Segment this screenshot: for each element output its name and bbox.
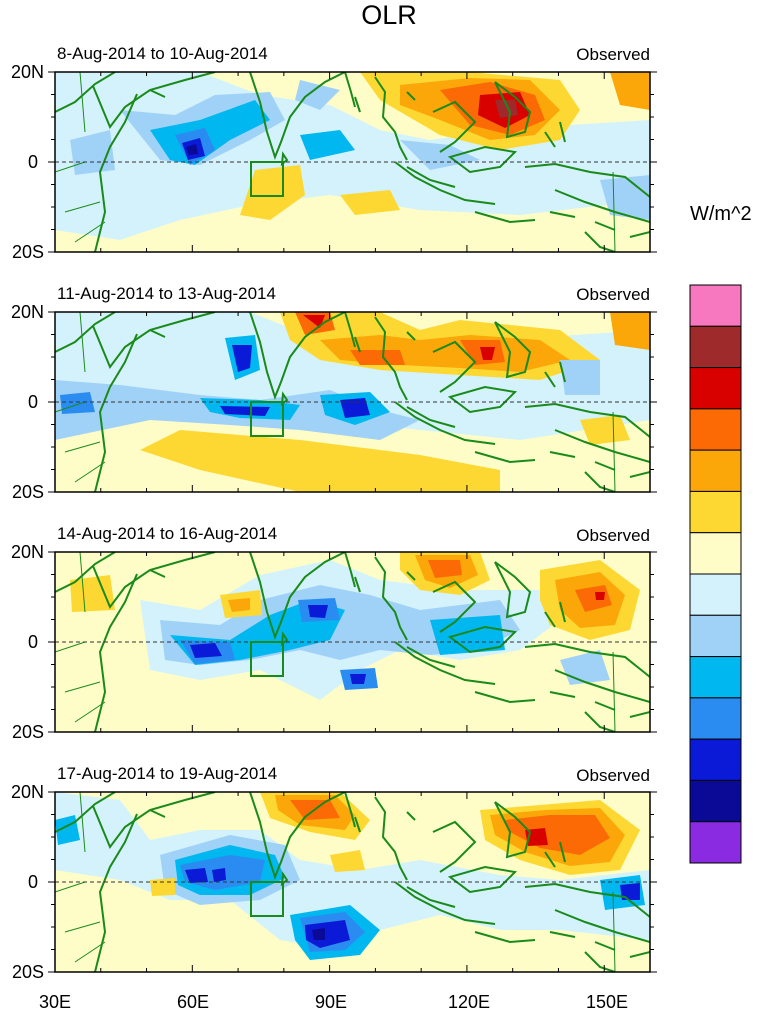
colorbar-swatch xyxy=(689,697,742,740)
colorbar-swatch xyxy=(689,779,742,823)
colorbar-swatch xyxy=(689,408,742,451)
panel-3-lat-20s: 20S xyxy=(11,722,44,742)
colorbar-swatch xyxy=(689,738,742,781)
lon-label-90e: 90E xyxy=(314,992,348,1012)
colorbar-swatch xyxy=(689,284,742,327)
panel-3-lat-20n: 20N xyxy=(10,542,44,562)
panel-1-lat-20s: 20S xyxy=(11,242,44,262)
panel-3-period: 14-Aug-2014 to 16-Aug-2014 xyxy=(57,524,278,543)
colorbar xyxy=(689,284,742,864)
panel-4-map xyxy=(54,791,651,973)
lon-label-30e: 30E xyxy=(38,992,72,1012)
panel-1-lat-20n: 20N xyxy=(10,62,44,82)
panel-1-lat-0: 0 xyxy=(27,152,38,172)
panel-4-lat-20s: 20S xyxy=(11,962,44,982)
panel-1-map xyxy=(54,71,651,253)
colorbar-swatch xyxy=(689,449,742,492)
colorbar-swatch xyxy=(689,490,742,534)
colorbar-swatch xyxy=(689,656,742,699)
lon-label-60e: 60E xyxy=(176,992,210,1012)
panel-4-lat-0: 0 xyxy=(27,872,38,892)
panel-2-lat-0: 0 xyxy=(27,392,38,412)
colorbar-swatch xyxy=(689,821,742,864)
panel-3-lat-0: 0 xyxy=(27,632,38,652)
panel-3-source: Observed xyxy=(576,526,650,545)
colorbar-swatch xyxy=(689,532,742,575)
colorbar-units: W/m^2 xyxy=(690,203,752,225)
panel-4-source: Observed xyxy=(576,766,650,785)
colorbar-swatch xyxy=(689,325,742,369)
panel-2-lat-20s: 20S xyxy=(11,482,44,502)
panel-2-period: 11-Aug-2014 to 13-Aug-2014 xyxy=(57,284,276,303)
panel-2-map xyxy=(54,311,651,493)
panel-2-lat-20n: 20N xyxy=(10,302,44,322)
panel-4-lat-20n: 20N xyxy=(10,782,44,802)
colorbar-swatch xyxy=(689,614,742,658)
panel-4-period: 17-Aug-2014 to 19-Aug-2014 xyxy=(57,764,278,783)
panel-1-period: 8-Aug-2014 to 10-Aug-2014 xyxy=(57,44,268,63)
panel-1-source: Observed xyxy=(576,45,650,64)
axis-ticks xyxy=(48,71,657,973)
panel-2-source: Observed xyxy=(576,285,650,304)
colorbar-swatch xyxy=(689,367,742,410)
colorbar-swatch xyxy=(689,573,742,616)
panel-3-map xyxy=(54,551,651,733)
lon-label-120e: 120E xyxy=(447,992,491,1012)
lon-label-150e: 150E xyxy=(585,992,629,1012)
figure-title: OLR xyxy=(361,0,417,30)
